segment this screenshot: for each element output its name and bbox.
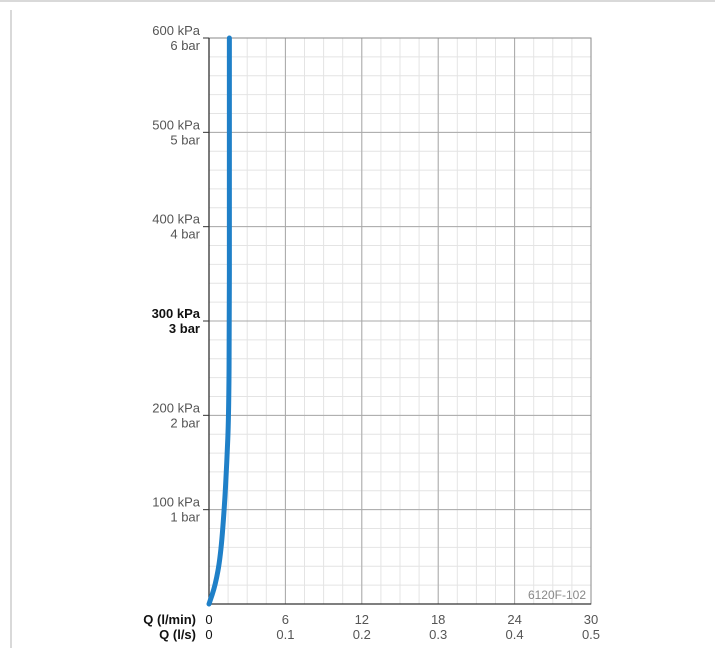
top-border (0, 0, 715, 10)
y-tick-label-bar: 5 bar (170, 132, 200, 147)
x-axis-labels: Q (l/min)Q (l/s) 00 60.1 120.2 180.3 240.4 300… (143, 612, 600, 642)
series-group (206, 35, 232, 607)
x-tick-label-lpm: 12 (355, 612, 369, 627)
left-border (10, 10, 12, 648)
x-tick-label-lpm: 0 (205, 612, 212, 627)
y-tick-label-kpa: 100 kPa (152, 495, 200, 510)
y-tick-label-kpa: 300 kPa (152, 306, 201, 321)
x-tick-label-lpm: 30 (584, 612, 598, 627)
y-tick-label-kpa: 200 kPa (152, 400, 200, 415)
x-tick-label-lps: 0.3 (429, 627, 447, 642)
y-tick-label-bar: 6 bar (170, 38, 200, 53)
x-axis-title-lpm: Q (l/min) (143, 612, 196, 627)
series-line (206, 35, 232, 607)
x-tick-label-lps: 0 (205, 627, 212, 642)
x-tick-label-lpm: 18 (431, 612, 445, 627)
x-axis-title-lps: Q (l/s) (159, 627, 196, 642)
axes (203, 37, 592, 605)
x-tick-label-lpm: 6 (282, 612, 289, 627)
y-tick-label-kpa: 500 kPa (152, 117, 200, 132)
x-tick-label-lps: 0.2 (353, 627, 371, 642)
y-tick-label-bar: 4 bar (170, 227, 200, 242)
x-tick-label-lps: 0.1 (276, 627, 294, 642)
y-tick-label-kpa: 600 kPa (152, 23, 200, 38)
y-tick-label-bar: 1 bar (170, 510, 200, 525)
x-tick-label-lps: 0.5 (582, 627, 600, 642)
y-tick-label-bar: 3 bar (169, 321, 200, 336)
y-tick-label-kpa: 400 kPa (152, 212, 200, 227)
chart-code-label: 6120F-102 (528, 588, 586, 602)
y-tick-label-bar: 2 bar (170, 415, 200, 430)
x-tick-label-lps: 0.4 (506, 627, 524, 642)
x-tick-label-lpm: 24 (507, 612, 521, 627)
